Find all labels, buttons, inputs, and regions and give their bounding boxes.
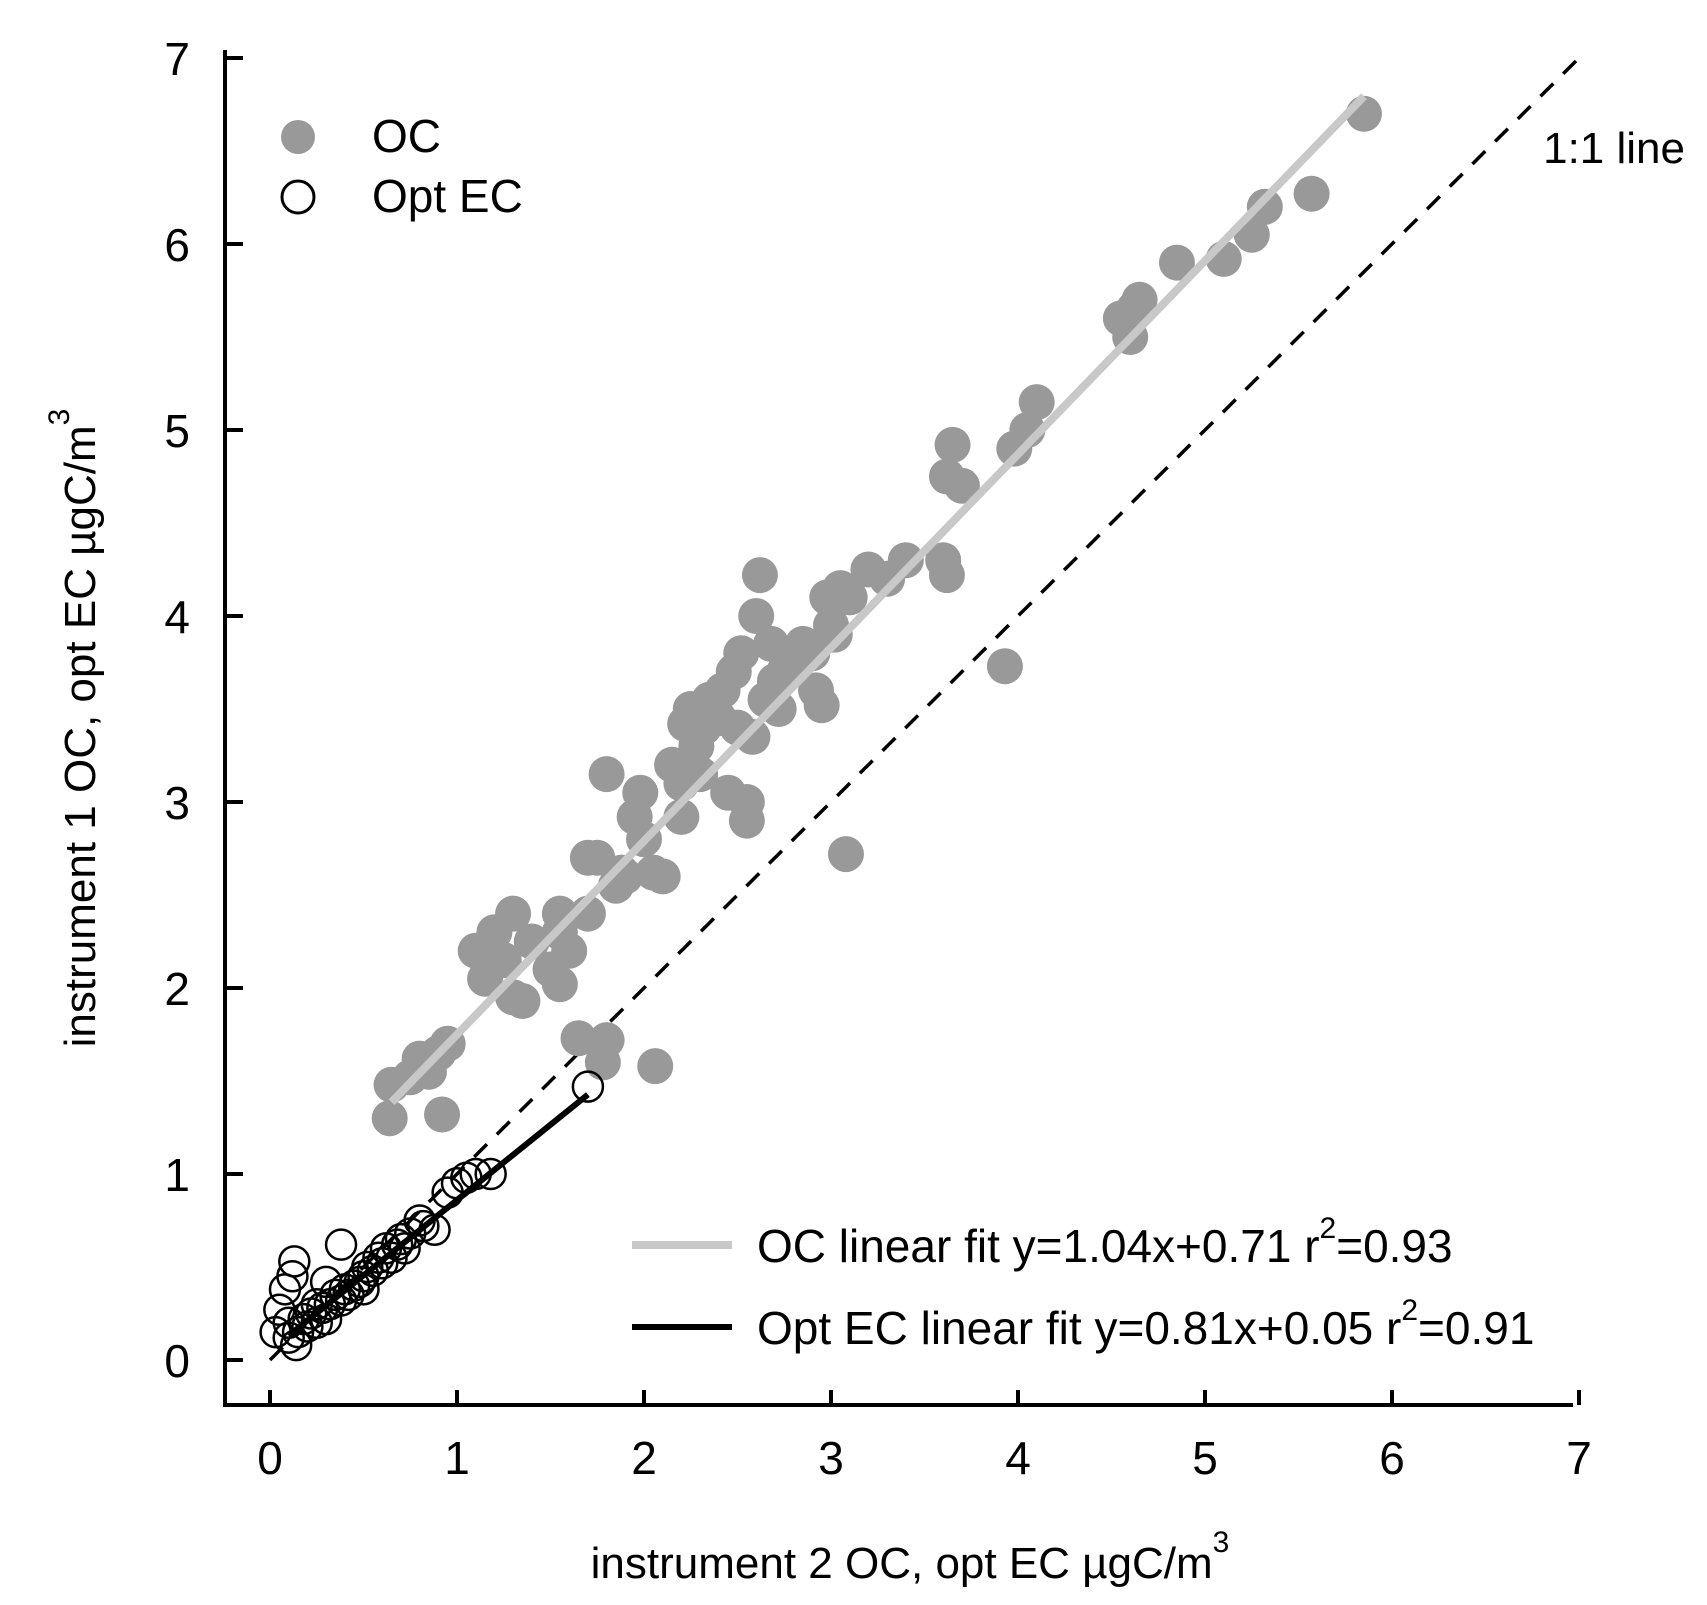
- oc-point: [637, 1048, 674, 1085]
- fit-legend-ec-r2-value: =0.91: [1418, 1302, 1534, 1354]
- oc-point: [588, 756, 625, 793]
- oc-point: [728, 802, 765, 839]
- x-axis-title: instrument 2 OC, opt EC µgC/m3: [591, 1526, 1230, 1588]
- oc-point: [1018, 384, 1055, 421]
- oc-point: [741, 557, 778, 594]
- oc-point: [827, 836, 864, 873]
- oc-point: [1158, 244, 1195, 281]
- fit-legend-oc-equation: OC linear fit y=1.04x+0.71 r: [757, 1220, 1320, 1272]
- ec-point: [343, 1265, 377, 1299]
- identity-line: [268, 56, 1581, 1362]
- y-tick-label: 0: [164, 1335, 190, 1387]
- y-tick-label: 6: [164, 219, 190, 271]
- x-tick-label: 5: [1192, 1432, 1218, 1484]
- axes: [223, 50, 1573, 1407]
- y-tick-label: 2: [164, 963, 190, 1015]
- y-tick-label: 4: [164, 591, 190, 643]
- x-tick-label: 7: [1566, 1432, 1592, 1484]
- fit-legend-oc-r2-value: =0.93: [1336, 1220, 1452, 1272]
- x-tick-label: 3: [818, 1432, 844, 1484]
- oc-point: [723, 635, 760, 672]
- oc-fit-line: [388, 93, 1367, 1105]
- ec-point: [474, 1157, 507, 1191]
- ec-point: [324, 1228, 358, 1261]
- y-axis-title: instrument 1 OC, opt EC µgC/m3: [43, 409, 105, 1048]
- ec-fit-line: [286, 1092, 590, 1338]
- fit-legend: OC linear fit y=1.04x+0.71 r2=0.93 Opt E…: [632, 1212, 1534, 1354]
- fit-legend-oc-text: OC linear fit y=1.04x+0.71 r2=0.93: [757, 1212, 1453, 1272]
- legend-oc-label: OC: [372, 110, 441, 162]
- oc-point: [541, 966, 578, 1003]
- fit-legend-oc-r2-sup: 2: [1320, 1212, 1337, 1245]
- oc-point: [485, 942, 522, 979]
- legend-ec-marker: [280, 179, 316, 215]
- legend: OC Opt EC: [280, 110, 523, 222]
- oc-point: [738, 598, 775, 634]
- y-axis-title-text: instrument 1 OC, opt EC µgC/m: [56, 425, 105, 1047]
- oc-point: [943, 467, 980, 504]
- fit-legend-ec-r2-sup: 2: [1401, 1294, 1418, 1327]
- oc-point: [560, 1020, 597, 1057]
- x-tick-label: 1: [444, 1432, 470, 1484]
- oc-point: [928, 557, 965, 594]
- oc-point: [803, 687, 840, 724]
- legend-oc-marker: [281, 120, 315, 154]
- x-ticks: 0 1 2 3 4 5 6 7: [257, 1390, 1592, 1484]
- oc-point: [622, 774, 659, 811]
- fit-legend-ec-equation: Opt EC linear fit y=0.81x+0.05 r: [757, 1302, 1401, 1354]
- oc-point: [588, 1022, 625, 1059]
- x-tick-label: 0: [257, 1432, 283, 1484]
- oc-point: [760, 691, 797, 727]
- ec-point: [278, 1245, 311, 1278]
- ec-point: [388, 1232, 421, 1265]
- ec-point: [276, 1260, 309, 1293]
- oc-point: [504, 983, 541, 1020]
- y-tick-label: 3: [164, 777, 190, 829]
- oc-point: [1121, 281, 1158, 318]
- oc-point: [495, 895, 532, 932]
- oc-point: [682, 756, 719, 793]
- identity-line-label: 1:1 line: [1543, 124, 1685, 173]
- oc-point: [734, 718, 771, 755]
- oc-point: [551, 932, 588, 969]
- oc-point: [934, 426, 971, 463]
- fit-legend-ec-text: Opt EC linear fit y=0.81x+0.05 r2=0.91: [757, 1294, 1534, 1354]
- oc-point: [887, 542, 924, 579]
- x-axis-title-sup: 3: [1213, 1526, 1230, 1559]
- x-tick-label: 6: [1379, 1432, 1405, 1484]
- ec-point: [350, 1250, 384, 1284]
- y-tick-label: 5: [164, 405, 190, 457]
- oc-point: [371, 1100, 408, 1137]
- oc-point: [644, 858, 681, 895]
- oc-point: [831, 579, 868, 616]
- y-axis-title-sup: 3: [43, 409, 76, 426]
- oc-point: [1293, 175, 1330, 212]
- oc-series: [371, 95, 1382, 1137]
- oc-point: [1246, 188, 1283, 225]
- oc-point: [816, 616, 853, 653]
- x-tick-label: 2: [631, 1432, 657, 1484]
- ec-point: [380, 1228, 414, 1261]
- x-axis-title-text: instrument 2 OC, opt EC µgC/m: [591, 1539, 1213, 1588]
- y-tick-label: 7: [164, 33, 190, 85]
- y-ticks: 0 1 2 3 4 5 6 7: [164, 33, 243, 1387]
- ec-point: [571, 1070, 605, 1103]
- y-tick-label: 1: [164, 1149, 190, 1201]
- x-tick-label: 4: [1005, 1432, 1031, 1484]
- oc-point: [986, 648, 1023, 685]
- oc-point: [424, 1096, 461, 1133]
- legend-ec-label: Opt EC: [372, 170, 523, 222]
